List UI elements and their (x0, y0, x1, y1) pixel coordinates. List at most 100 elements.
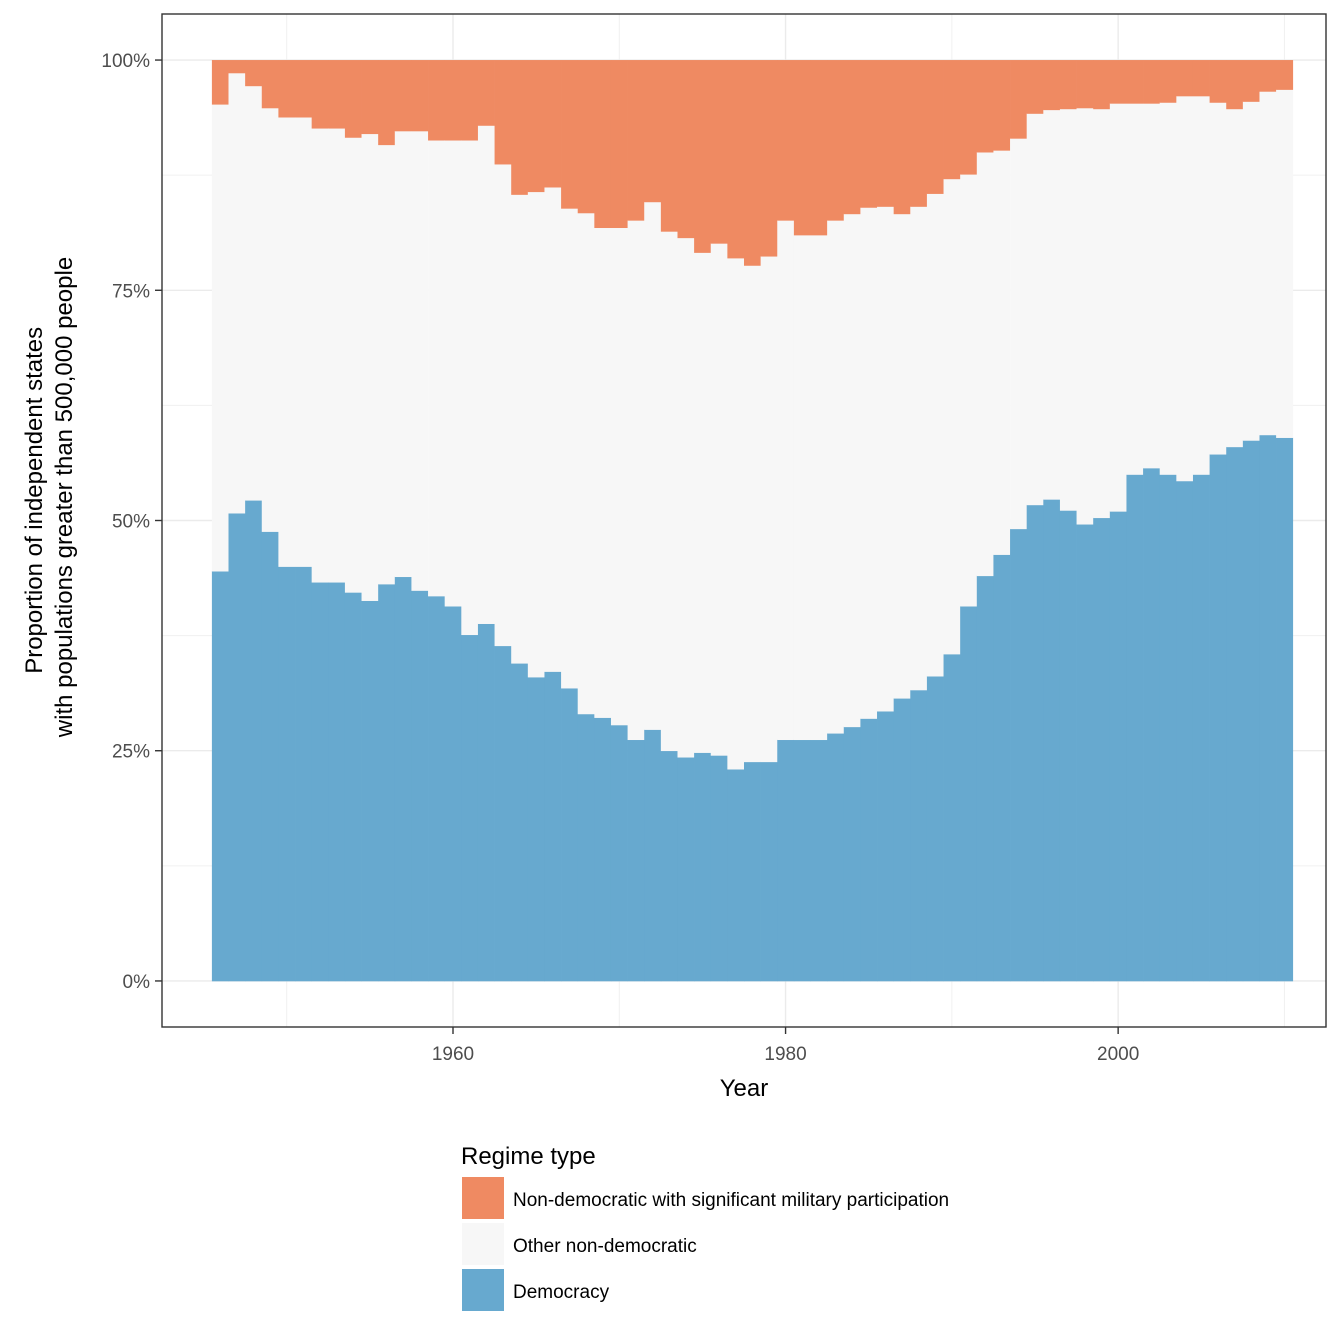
bar-democracy-1977 (727, 769, 745, 982)
bar-other-non-democratic-1959 (428, 140, 446, 597)
bar-democracy-1983 (827, 733, 845, 982)
bar-other-non-democratic-1987 (893, 213, 911, 699)
bar-non-democratic-with-significant-military-participation-1950 (278, 60, 296, 118)
bar-democracy-1956 (378, 584, 396, 982)
legend-key-other-non-democratic (462, 1223, 504, 1265)
bar-non-democratic-with-significant-military-participation-2001 (1126, 60, 1144, 104)
bar-democracy-1960 (444, 606, 462, 982)
bar-democracy-1952 (311, 582, 329, 982)
bar-democracy-1976 (710, 755, 728, 982)
bar-non-democratic-with-significant-military-participation-1982 (810, 60, 828, 236)
bar-democracy-1953 (328, 582, 346, 982)
bar-non-democratic-with-significant-military-participation-2009 (1259, 60, 1277, 92)
bar-democracy-2007 (1226, 446, 1244, 982)
bar-non-democratic-with-significant-military-participation-1996 (1043, 60, 1061, 111)
bar-democracy-1998 (1076, 524, 1094, 982)
bar-non-democratic-with-significant-military-participation-2004 (1176, 60, 1194, 97)
bar-democracy-1995 (1026, 504, 1044, 982)
bar-other-non-democratic-1972 (644, 201, 662, 730)
bar-non-democratic-with-significant-military-participation-1949 (261, 60, 279, 109)
bar-democracy-1988 (910, 689, 928, 982)
bar-democracy-1984 (843, 726, 861, 982)
y-axis-title-line-1: Proportion of independent states (21, 327, 48, 674)
bar-non-democratic-with-significant-military-participation-2002 (1143, 60, 1161, 104)
bar-other-non-democratic-1973 (660, 231, 678, 752)
bar-other-non-democratic-2007 (1226, 108, 1244, 448)
bar-democracy-1990 (943, 654, 961, 982)
bar-democracy-1949 (261, 531, 279, 982)
bar-democracy-1972 (644, 729, 662, 982)
bar-non-democratic-with-significant-military-participation-1958 (411, 60, 429, 132)
bar-other-non-democratic-1969 (594, 227, 612, 718)
bar-non-democratic-with-significant-military-participation-2008 (1242, 60, 1260, 102)
bar-democracy-2002 (1143, 468, 1161, 982)
bar-other-non-democratic-2001 (1126, 103, 1144, 475)
legend: Regime type Non-democratic with signific… (461, 1143, 949, 1311)
bar-other-non-democratic-1962 (477, 125, 495, 624)
bar-other-non-democratic-1993 (993, 150, 1011, 555)
bar-democracy-1985 (860, 718, 878, 982)
bar-democracy-1973 (660, 750, 678, 982)
bar-democracy-1967 (561, 688, 579, 982)
x-tick-label: 1980 (764, 1044, 806, 1065)
bar-democracy-1962 (477, 623, 495, 982)
bar-non-democratic-with-significant-military-participation-1966 (544, 60, 562, 188)
bar-other-non-democratic-1965 (527, 191, 545, 678)
bar-non-democratic-with-significant-military-participation-1981 (793, 60, 811, 236)
bar-other-non-democratic-1983 (827, 220, 845, 734)
bar-democracy-1992 (976, 575, 994, 982)
legend-items: Non-democratic with significant military… (462, 1177, 949, 1311)
bar-other-non-democratic-1958 (411, 130, 429, 591)
bar-democracy-2009 (1259, 434, 1277, 982)
bar-democracy-2010 (1276, 437, 1294, 982)
bar-democracy-1979 (760, 761, 778, 982)
bar-democracy-2006 (1209, 454, 1227, 982)
bar-non-democratic-with-significant-military-participation-1976 (710, 60, 728, 244)
bar-non-democratic-with-significant-military-participation-1975 (694, 60, 712, 253)
bar-non-democratic-with-significant-military-participation-1967 (561, 60, 579, 209)
bar-democracy-1961 (461, 634, 479, 982)
bar-other-non-democratic-1953 (328, 128, 346, 583)
bar-democracy-1996 (1043, 499, 1061, 982)
bar-non-democratic-with-significant-military-participation-2007 (1226, 60, 1244, 110)
y-tick-label: 25% (112, 742, 150, 763)
bar-democracy-1997 (1059, 510, 1077, 982)
bar-non-democratic-with-significant-military-participation-1947 (228, 60, 246, 74)
bar-non-democratic-with-significant-military-participation-1969 (594, 60, 612, 229)
bar-other-non-democratic-1985 (860, 207, 878, 719)
bar-democracy-1947 (228, 513, 246, 982)
y-tick-label: 0% (123, 972, 151, 993)
bar-other-non-democratic-2003 (1159, 102, 1177, 475)
bar-other-non-democratic-1963 (494, 164, 512, 647)
bar-non-democratic-with-significant-military-participation-1968 (577, 60, 595, 214)
bar-other-non-democratic-1970 (610, 227, 628, 726)
bar-other-non-democratic-1976 (710, 243, 728, 756)
legend-label-democracy: Democracy (513, 1282, 610, 1303)
bar-democracy-1994 (1010, 528, 1028, 982)
bar-non-democratic-with-significant-military-participation-2006 (1209, 60, 1227, 103)
bar-non-democratic-with-significant-military-participation-1994 (1010, 60, 1028, 139)
y-tick-label: 100% (101, 51, 150, 72)
bar-democracy-1993 (993, 554, 1011, 982)
bar-non-democratic-with-significant-military-participation-1991 (960, 60, 978, 175)
bar-non-democratic-with-significant-military-participation-1997 (1059, 60, 1077, 110)
bar-non-democratic-with-significant-military-participation-1946 (211, 60, 229, 105)
bar-other-non-democratic-1960 (444, 140, 462, 607)
bar-other-non-democratic-1981 (793, 235, 811, 741)
bar-democracy-1982 (810, 739, 828, 982)
bar-democracy-1980 (777, 739, 795, 982)
y-tick-label: 50% (112, 512, 150, 533)
bar-non-democratic-with-significant-military-participation-1985 (860, 60, 878, 208)
bar-democracy-1950 (278, 566, 296, 982)
legend-key-non-democratic-with-significant-military-participation (462, 1177, 504, 1219)
bar-non-democratic-with-significant-military-participation-1980 (777, 60, 795, 221)
bar-other-non-democratic-1947 (228, 72, 246, 514)
bar-other-non-democratic-1996 (1043, 109, 1061, 500)
bar-other-non-democratic-1978 (744, 265, 761, 763)
bar-non-democratic-with-significant-military-participation-1963 (494, 60, 512, 165)
bar-democracy-1954 (344, 592, 362, 982)
bar-other-non-democratic-2004 (1176, 95, 1194, 482)
bar-non-democratic-with-significant-military-participation-1965 (527, 60, 545, 193)
bar-other-non-democratic-1964 (511, 194, 529, 664)
bar-other-non-democratic-1948 (245, 85, 263, 501)
